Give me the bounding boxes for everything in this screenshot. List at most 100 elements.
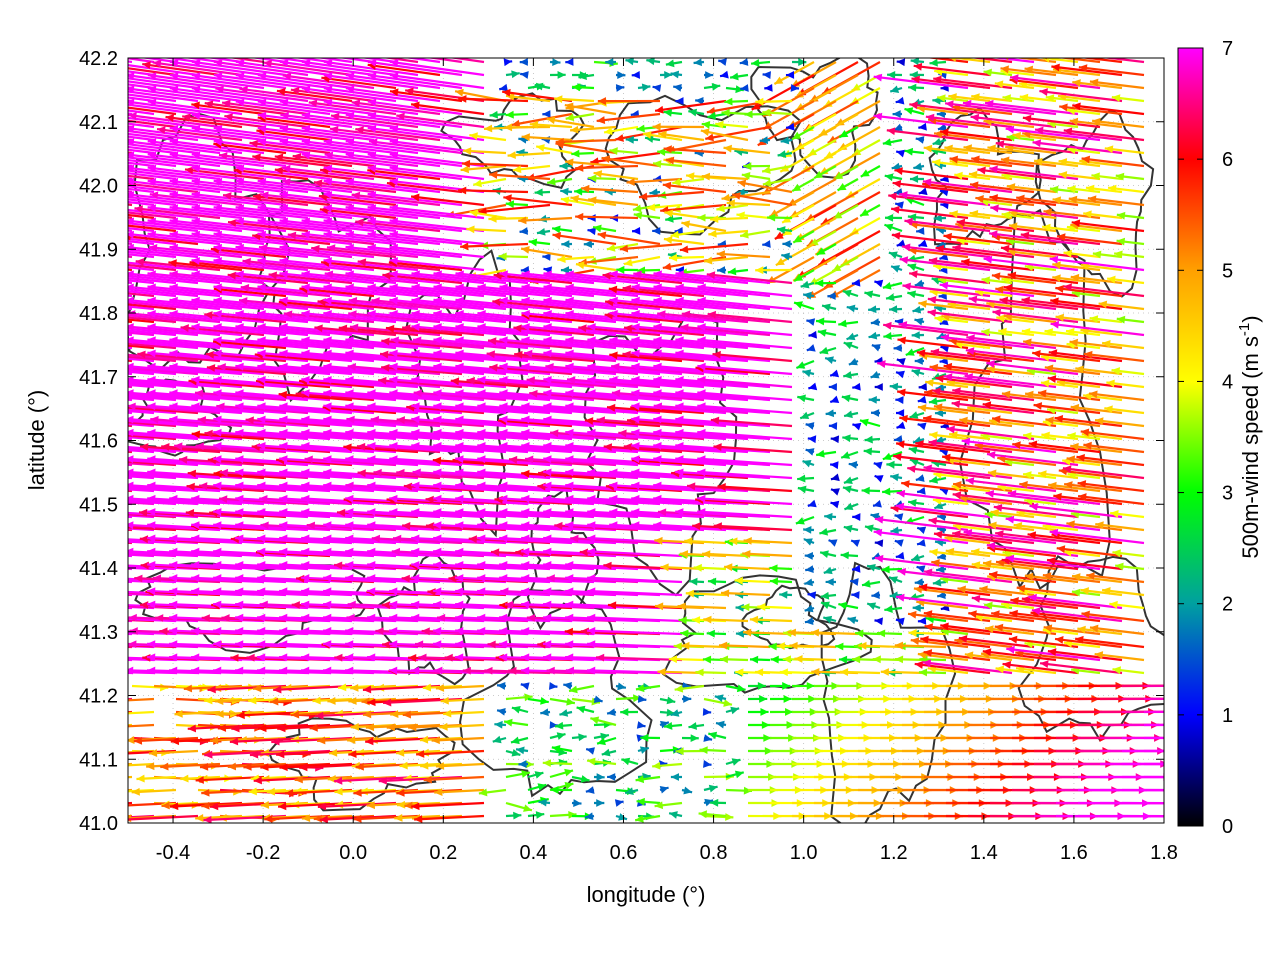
wind-vector — [1085, 184, 1123, 194]
wind-vector-head — [82, 231, 90, 239]
wind-vector-head — [830, 395, 840, 404]
wind-vector — [1089, 78, 1145, 90]
wind-vector-head — [914, 357, 923, 365]
wind-vector-head — [913, 62, 923, 71]
wind-vector-head — [724, 97, 733, 106]
wind-vector — [759, 136, 771, 145]
wind-vector-shaft — [221, 101, 309, 116]
wind-vector — [1045, 94, 1079, 103]
wind-vector-head — [333, 47, 342, 55]
wind-vector-head — [882, 487, 891, 496]
wind-vector-head — [868, 305, 877, 314]
wind-vector-head — [701, 172, 711, 181]
wind-vector-head — [716, 204, 725, 213]
wind-vector-head — [103, 416, 111, 424]
wind-vector-head — [705, 71, 714, 79]
wind-vector — [282, 178, 375, 194]
wind-vector-shaft — [169, 179, 265, 194]
wind-vector — [1059, 103, 1123, 116]
wind-vector — [597, 97, 661, 106]
wind-vector-shaft — [147, 153, 243, 168]
wind-vector-shaft — [156, 127, 243, 142]
wind-vector — [652, 84, 662, 92]
wind-vector-shaft — [128, 174, 155, 181]
wind-vector-head — [60, 112, 69, 120]
wind-vector-shaft — [873, 114, 969, 129]
wind-vector-head — [755, 266, 764, 275]
wind-vector — [723, 144, 771, 155]
wind-vector-shaft — [250, 58, 287, 64]
wind-vector — [899, 191, 991, 207]
wind-vector-shaft — [587, 198, 639, 207]
wind-vector — [323, 98, 419, 116]
wind-vector-head — [213, 177, 223, 186]
wind-vector — [989, 165, 1079, 181]
wind-vector-shaft — [308, 101, 397, 116]
wind-vector — [1111, 94, 1145, 103]
wind-vector-shaft — [705, 125, 771, 140]
wind-vector-head — [899, 191, 908, 199]
wind-vector-head — [191, 111, 201, 120]
wind-vector — [931, 158, 969, 168]
wind-vector-head — [564, 102, 574, 111]
wind-vector — [882, 138, 903, 147]
wind-vector-head — [59, 363, 67, 371]
wind-vector-shaft — [142, 62, 221, 77]
wind-vector-head — [805, 422, 815, 430]
wind-vector-shaft — [292, 154, 375, 168]
wind-vector — [846, 304, 859, 313]
wind-vector-shaft — [204, 102, 287, 116]
wind-vector-shaft — [165, 115, 243, 129]
wind-vector-shaft — [128, 80, 177, 90]
wind-vector-head — [323, 164, 333, 173]
wind-vector-head — [721, 109, 730, 117]
wind-vector-head — [797, 485, 807, 494]
wind-vector-shaft — [128, 185, 177, 194]
wind-vector — [235, 72, 331, 90]
wind-vector-head — [932, 137, 942, 146]
wind-vector — [761, 164, 793, 174]
wind-vector — [128, 489, 133, 493]
wind-vector-shaft — [235, 60, 331, 77]
wind-vector-shaft — [898, 322, 991, 337]
wind-vector-shaft — [301, 60, 397, 77]
wind-vector — [213, 177, 309, 194]
wind-vector-head — [1059, 58, 1062, 59]
wind-vector-shaft — [410, 195, 485, 207]
wind-vector — [843, 371, 859, 379]
wind-vector — [670, 70, 683, 79]
wind-vector-head — [191, 59, 201, 67]
wind-vector-shaft — [575, 215, 639, 220]
wind-vector-head — [59, 508, 67, 516]
wind-vector-shaft — [235, 73, 331, 90]
wind-vector-shaft — [389, 166, 485, 181]
wind-vector-shaft — [1078, 66, 1145, 77]
wind-vector — [675, 97, 684, 105]
wind-vector — [128, 58, 155, 64]
wind-vector-head — [279, 98, 289, 107]
wind-vector — [60, 112, 155, 129]
wind-vector-head — [874, 383, 883, 391]
wind-vector-head — [279, 191, 289, 199]
wind-vector — [642, 131, 683, 142]
wind-vector-head — [1069, 117, 1079, 126]
wind-vector-head — [301, 138, 311, 147]
wind-vector — [933, 75, 1013, 90]
wind-vector-head — [301, 59, 311, 67]
wind-vector — [859, 204, 881, 217]
wind-vector-head — [191, 204, 201, 213]
wind-vector-head — [560, 196, 570, 205]
wind-vector-head — [169, 138, 179, 147]
wind-vector-head — [1034, 157, 1043, 166]
wind-vector — [213, 204, 309, 220]
wind-vector-shaft — [1089, 80, 1145, 90]
wind-vector-shaft — [252, 155, 331, 168]
wind-vector-head — [104, 165, 113, 173]
wind-vector-shaft — [1079, 58, 1123, 64]
wind-vector-shaft — [460, 242, 529, 248]
wind-vector-head — [971, 93, 980, 101]
wind-vector-head — [896, 409, 905, 417]
wind-vector-head — [60, 85, 69, 93]
wind-vector — [169, 85, 265, 103]
wind-vector-shaft — [1101, 58, 1145, 64]
